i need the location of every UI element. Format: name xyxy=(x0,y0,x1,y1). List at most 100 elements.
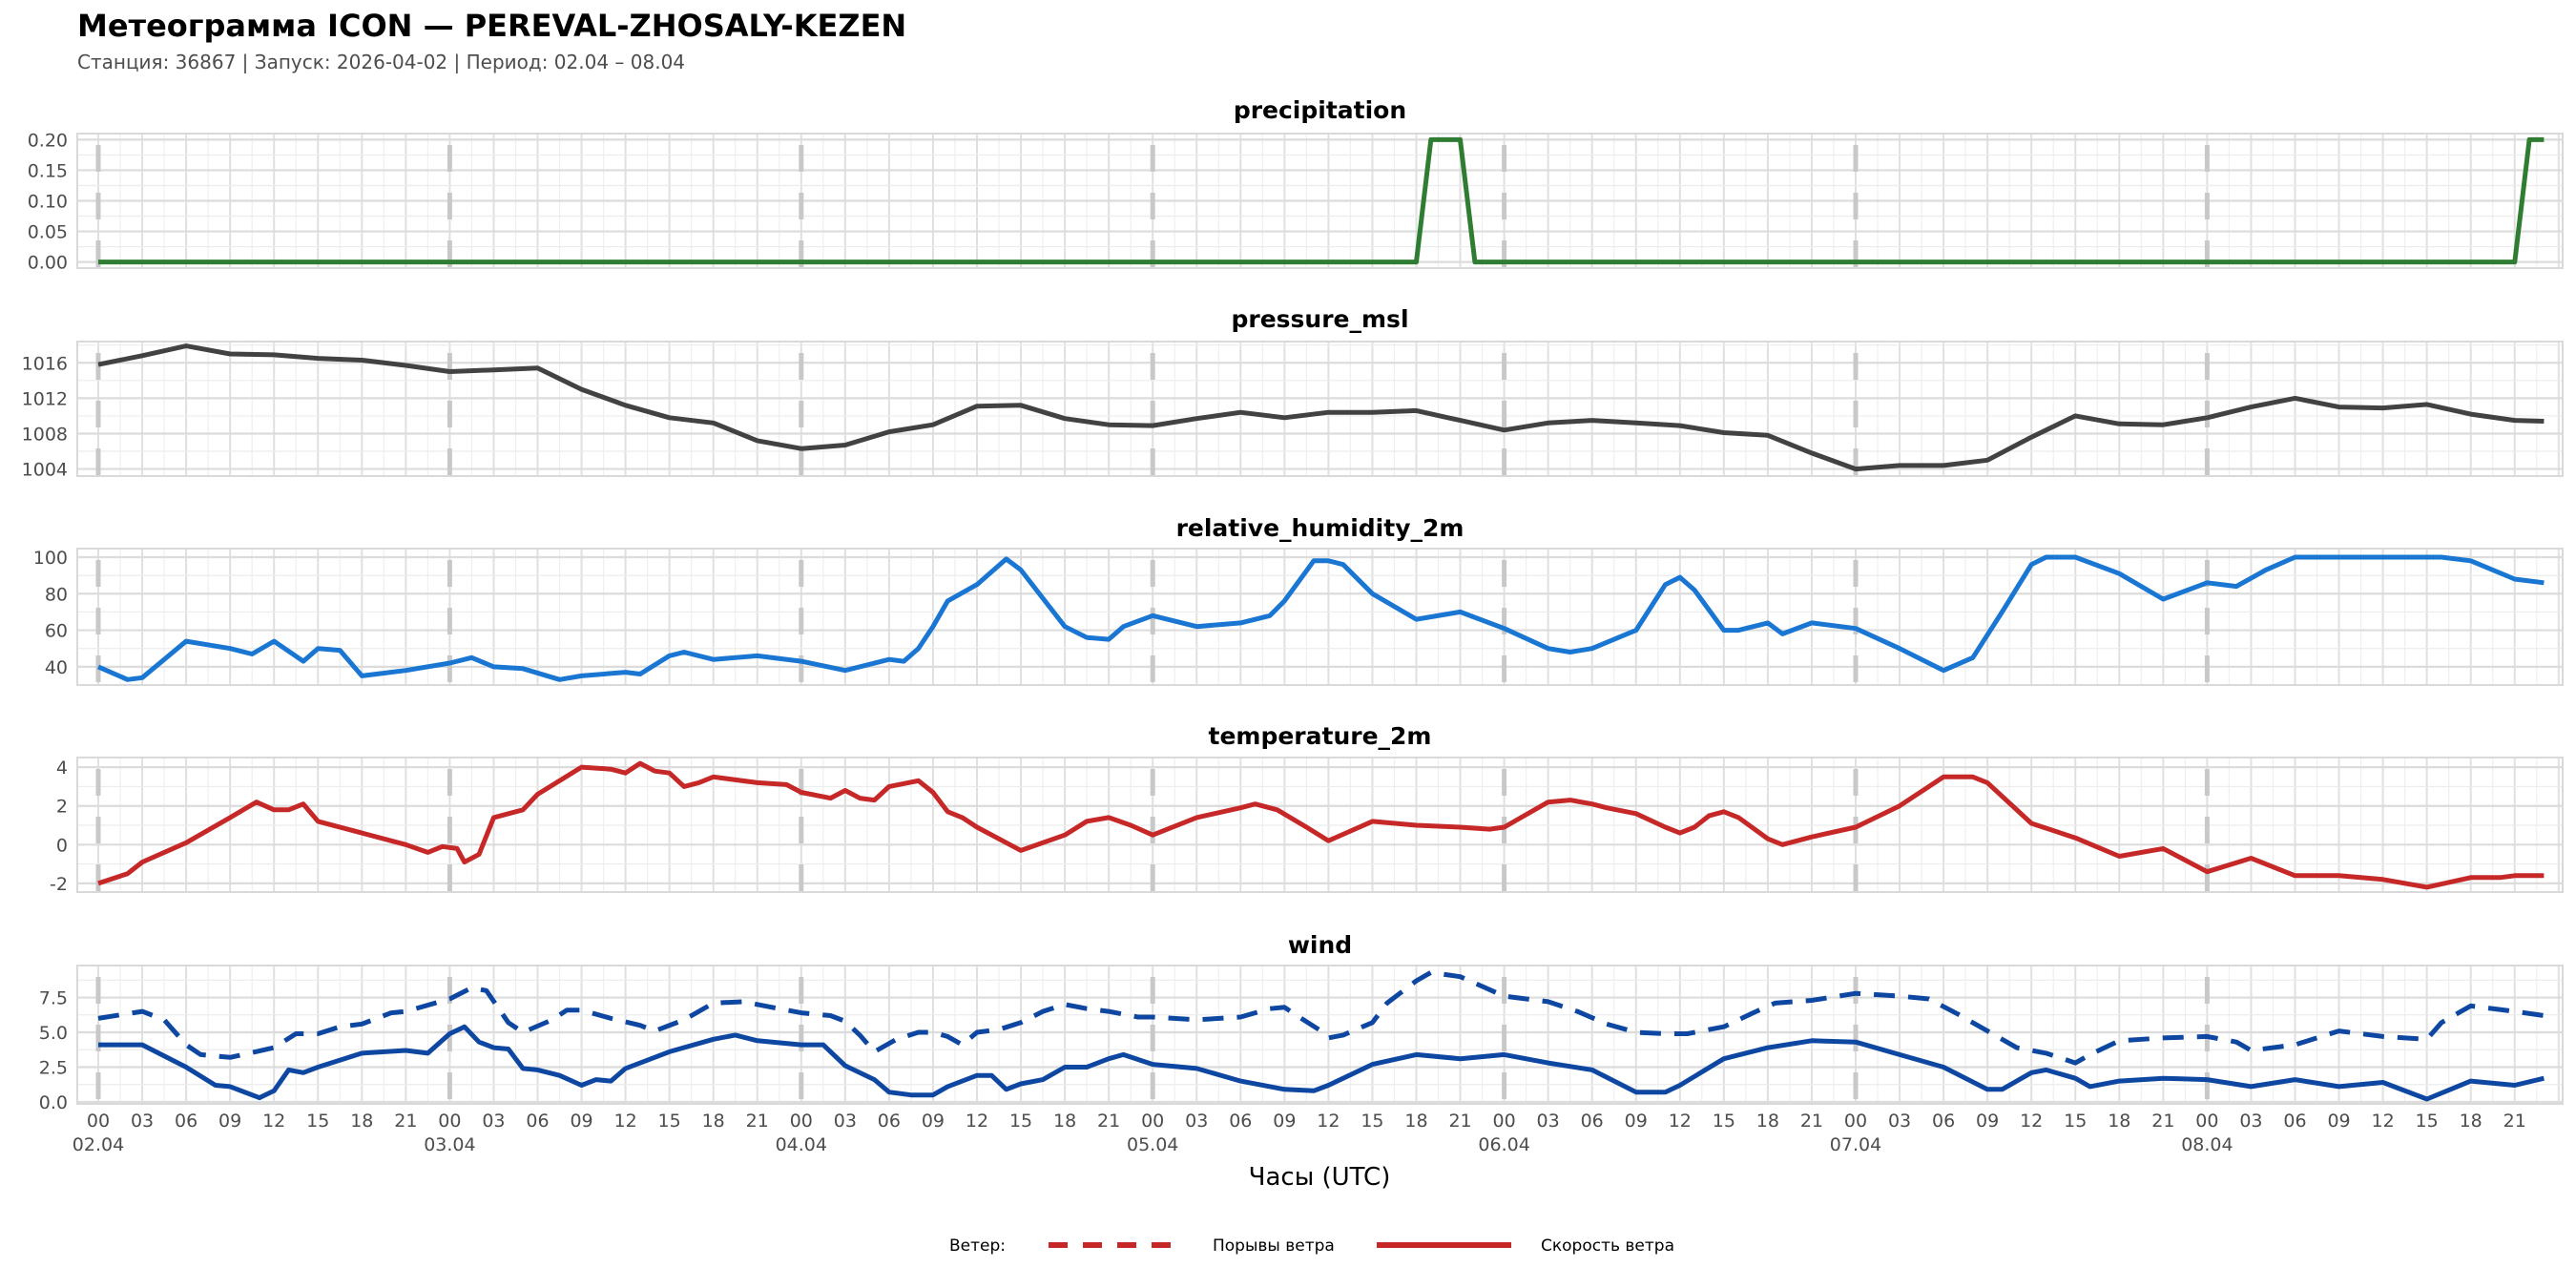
y-tick-label: 0.15 xyxy=(28,160,68,181)
x-axis-label: Часы (UTC) xyxy=(1249,1163,1391,1192)
x-tick-date: 03.04 xyxy=(424,1134,475,1155)
x-tick-hour: 15 xyxy=(2064,1111,2087,1132)
x-tick-hour: 09 xyxy=(1625,1111,1648,1132)
y-tick-label: 1016 xyxy=(22,353,68,374)
x-tick-hour: 00 xyxy=(790,1111,813,1132)
x-tick-hour: 09 xyxy=(1273,1111,1296,1132)
y-tick-label: 60 xyxy=(45,621,68,642)
x-tick-hour: 21 xyxy=(1448,1111,1471,1132)
x-tick-hour: 18 xyxy=(350,1111,373,1132)
panel-title: precipitation xyxy=(1234,96,1406,124)
y-tick-label: 5.0 xyxy=(39,1023,68,1044)
y-tick-label: 0 xyxy=(56,835,68,856)
x-tick-hour: 12 xyxy=(966,1111,988,1132)
x-tick-hour: 09 xyxy=(218,1111,241,1132)
panel-border xyxy=(76,757,2564,893)
panel-relative-humidity-2m: relative_humidity_2m 40 60 80 100 xyxy=(33,514,2564,686)
y-tick-label: 4 xyxy=(56,758,68,779)
y-tick-label: 0.10 xyxy=(28,192,68,213)
legend-gust-label: Порывы ветра xyxy=(1213,1236,1335,1256)
x-tick-hour: 12 xyxy=(2372,1111,2395,1132)
y-tick-label: 0.00 xyxy=(28,253,68,274)
x-tick-hour: 00 xyxy=(1141,1111,1164,1132)
x-tick-hour: 09 xyxy=(2327,1111,2350,1132)
y-tick-label: 2.5 xyxy=(39,1057,68,1078)
panel-border xyxy=(76,341,2564,477)
y-tick-label: 40 xyxy=(45,657,68,678)
x-tick-hour: 00 xyxy=(438,1111,461,1132)
x-tick-hour: 00 xyxy=(2195,1111,2218,1132)
series-line-gust xyxy=(97,969,2545,1066)
x-tick-hour: 00 xyxy=(1844,1111,1867,1132)
y-tick-label: 7.5 xyxy=(39,988,68,1009)
x-tick-hour: 06 xyxy=(878,1111,901,1132)
y-tick-label: 1008 xyxy=(22,424,68,445)
y-tick-label: 100 xyxy=(33,548,68,569)
x-tick-hour: 18 xyxy=(1053,1111,1076,1132)
x-tick-date: 07.04 xyxy=(1830,1134,1881,1155)
x-tick-hour: 18 xyxy=(2460,1111,2483,1132)
chart-title: Метеограмма ICON — PEREVAL-ZHOSALY-KEZEN xyxy=(77,8,906,44)
x-tick-hour: 00 xyxy=(87,1111,110,1132)
x-tick-hour: 15 xyxy=(2416,1111,2439,1132)
panel-precipitation: precipitation 0.00 0.05 0.10 0.15 0.20 xyxy=(28,96,2564,274)
x-tick-date: 06.04 xyxy=(1478,1134,1529,1155)
x-tick-hour: 21 xyxy=(2503,1111,2526,1132)
x-tick-hour: 12 xyxy=(614,1111,637,1132)
x-tick-date: 05.04 xyxy=(1127,1134,1178,1155)
panel-title: wind xyxy=(1288,931,1352,959)
x-tick-date: 02.04 xyxy=(73,1134,124,1155)
x-tick-hour: 12 xyxy=(1317,1111,1340,1132)
chart-subtitle: Станция: 36867 | Запуск: 2026-04-02 | Пе… xyxy=(77,51,685,73)
panel-border xyxy=(76,133,2564,269)
x-tick-hour: 00 xyxy=(1493,1111,1516,1132)
x-tick-hour: 06 xyxy=(1229,1111,1252,1132)
series-line-relative-humidity-2m xyxy=(96,554,2545,682)
legend-speed-label: Скорость ветра xyxy=(1541,1236,1674,1256)
x-tick-hour: 21 xyxy=(2151,1111,2174,1132)
legend-title: Ветер: xyxy=(949,1236,1006,1256)
panel-wind: wind 0.0 2.5 5.0 7.5 xyxy=(39,931,2564,1113)
y-tick-label: 2 xyxy=(56,797,68,818)
x-axis: 00 03 06 09 12 15 18 21 00 03 06 09 12 15 18 21 00 03 06 09… xyxy=(73,1111,2526,1155)
x-tick-hour: 03 xyxy=(482,1111,505,1132)
panel-title: pressure_msl xyxy=(1231,305,1408,333)
x-tick-hour: 15 xyxy=(658,1111,681,1132)
panel-border xyxy=(76,548,2564,686)
x-tick-hour: 03 xyxy=(1185,1111,1208,1132)
legend: Ветер: Порывы ветра Скорость ветра xyxy=(949,1236,1674,1256)
series-line-pressure-msl xyxy=(97,343,2545,472)
x-tick-hour: 06 xyxy=(526,1111,549,1132)
x-tick-hour: 15 xyxy=(306,1111,329,1132)
x-tick-hour: 21 xyxy=(394,1111,417,1132)
series-line-precipitation xyxy=(98,136,2545,265)
panels: precipitation0.000.050.100.150.20pressur… xyxy=(22,96,2564,1113)
y-tick-label: 0.05 xyxy=(28,222,68,243)
y-tick-label: 0.20 xyxy=(28,130,68,151)
x-tick-hour: 03 xyxy=(1537,1111,1560,1132)
x-tick-hour: 09 xyxy=(922,1111,945,1132)
x-tick-hour: 15 xyxy=(1361,1111,1383,1132)
x-tick-hour: 03 xyxy=(131,1111,154,1132)
x-tick-hour: 12 xyxy=(1669,1111,1692,1132)
x-tick-hour: 09 xyxy=(570,1111,592,1132)
x-tick-hour: 12 xyxy=(2020,1111,2043,1132)
x-tick-date: 04.04 xyxy=(776,1134,827,1155)
panel-temperature-2m: temperature_2m -2 0 2 4 xyxy=(50,722,2564,895)
x-tick-hour: 21 xyxy=(746,1111,769,1132)
x-tick-hour: 18 xyxy=(1756,1111,1779,1132)
x-tick-hour: 18 xyxy=(2108,1111,2130,1132)
y-tick-label: 0.0 xyxy=(39,1092,68,1113)
x-tick-hour: 12 xyxy=(262,1111,285,1132)
x-tick-hour: 21 xyxy=(1800,1111,1823,1132)
x-tick-hour: 18 xyxy=(1404,1111,1427,1132)
series-line-wind xyxy=(98,1024,2545,1102)
panel-border xyxy=(76,965,2564,1105)
x-tick-hour: 03 xyxy=(2239,1111,2262,1132)
x-tick-hour: 15 xyxy=(1713,1111,1735,1132)
x-tick-hour: 18 xyxy=(702,1111,725,1132)
y-tick-label: 1004 xyxy=(22,460,68,481)
y-tick-label: -2 xyxy=(50,874,68,895)
panel-title: temperature_2m xyxy=(1209,722,1432,750)
